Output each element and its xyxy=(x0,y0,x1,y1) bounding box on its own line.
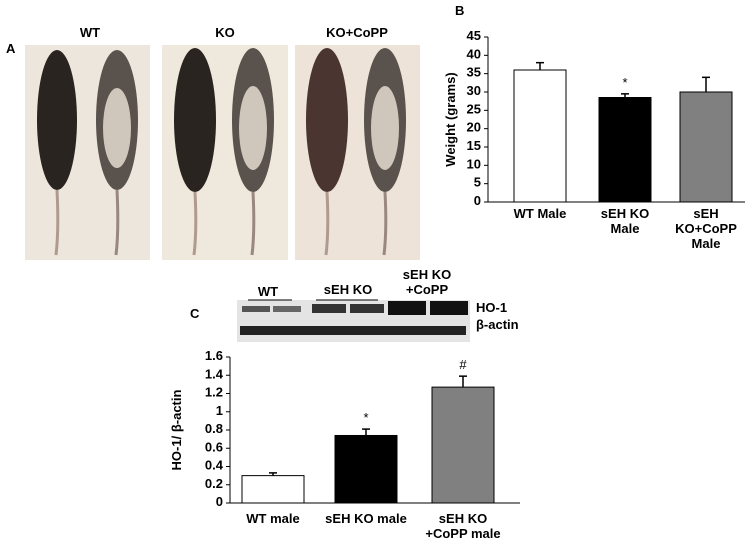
y-tick-label: 0.4 xyxy=(205,458,224,473)
y-tick-label: 40 xyxy=(467,47,481,62)
group-label: WT xyxy=(80,25,100,40)
y-tick-label: 0 xyxy=(474,193,481,208)
bar xyxy=(431,386,495,504)
panel-label: A xyxy=(6,41,16,56)
band-label: β-actin xyxy=(476,317,519,332)
bar xyxy=(334,434,398,504)
y-tick-label: 1.2 xyxy=(205,385,223,400)
y-tick-label: 5 xyxy=(474,175,481,190)
x-tick-label: WT Male xyxy=(514,206,567,221)
y-tick-label: 35 xyxy=(467,65,481,80)
lane-label: sEH KO xyxy=(324,282,372,297)
mouse-photos xyxy=(25,45,420,260)
x-tick-label: sEH KO +CoPP male xyxy=(425,511,500,541)
x-tick-label: sEH KO male xyxy=(325,511,407,526)
y-tick-label: 25 xyxy=(467,102,481,117)
x-tick-label: WT male xyxy=(246,511,299,526)
bar xyxy=(679,91,733,203)
x-tick-label: sEH KO+CoPP Male xyxy=(675,206,737,251)
annotation: # xyxy=(459,358,467,373)
group-label: KO xyxy=(215,25,235,40)
y-tick-label: 1.4 xyxy=(205,367,224,382)
lane-label: WT xyxy=(258,284,278,299)
y-tick-label: 45 xyxy=(467,28,481,43)
y-axis-label: Weight (grams) xyxy=(443,72,458,166)
y-tick-label: 0 xyxy=(216,494,223,509)
panel-label: C xyxy=(190,306,200,321)
bar xyxy=(513,69,567,203)
bar xyxy=(241,475,305,504)
group-label: KO+CoPP xyxy=(326,25,388,40)
y-axis-label: HO-1/ β-actin xyxy=(169,389,184,470)
band-label: HO-1 xyxy=(476,300,507,315)
y-tick-label: 20 xyxy=(467,120,481,135)
y-tick-label: 10 xyxy=(467,157,481,172)
panel-label: B xyxy=(455,3,464,18)
y-tick-label: 0.6 xyxy=(205,440,223,455)
western-blot xyxy=(237,299,470,342)
y-tick-label: 30 xyxy=(467,83,481,98)
bar xyxy=(598,97,652,203)
annotation: * xyxy=(622,75,627,90)
y-tick-label: 0.2 xyxy=(205,476,223,491)
lane-label: sEH KO +CoPP xyxy=(403,267,451,297)
y-tick-label: 0.8 xyxy=(205,421,223,436)
y-tick-label: 15 xyxy=(467,138,481,153)
annotation: * xyxy=(363,411,368,426)
y-tick-label: 1 xyxy=(216,403,223,418)
y-tick-label: 1.6 xyxy=(205,348,223,363)
x-tick-label: sEH KO Male xyxy=(601,206,649,236)
